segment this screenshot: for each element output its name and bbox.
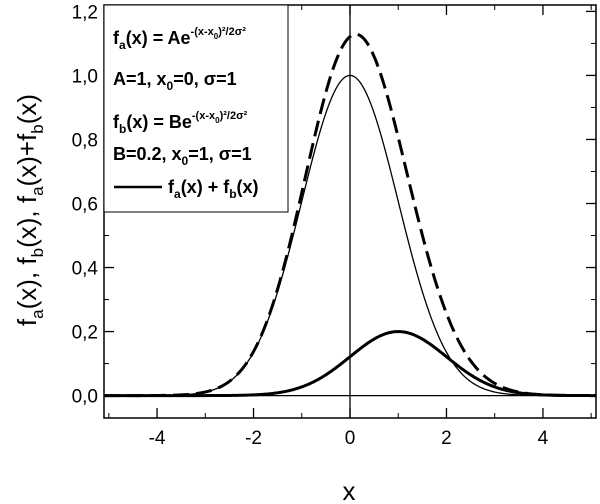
- y-tick-label: 0,0: [72, 387, 98, 408]
- y-tick-label: 0,6: [72, 194, 98, 215]
- legend: fa(x) = Ae-(x-x0)²/2σ² A=1, x0=0, σ=1 fb…: [103, 4, 289, 213]
- y-tick-label: 1,0: [72, 66, 98, 87]
- legend-fb-params: B=0.2, x0=1, σ=1: [113, 144, 252, 168]
- legend-sum-label: fa(x) + fb(x): [168, 177, 259, 201]
- legend-box: [103, 4, 289, 213]
- y-tick-label: 0,8: [72, 130, 98, 151]
- x-axis-title: x: [343, 476, 356, 504]
- series-sum-line: [104, 32, 596, 398]
- x-tick-label: 2: [441, 428, 452, 449]
- legend-fa-formula: fa(x) = Ae-(x-x0)²/2σ²: [113, 26, 246, 52]
- x-tick-label: -2: [245, 428, 262, 449]
- legend-fb-formula: fb(x) = Be-(x-x0)²/2σ²: [113, 110, 248, 136]
- curves-layer: [104, 32, 596, 398]
- x-tick-label: 0: [345, 428, 356, 449]
- y-tick-label: 0,2: [72, 323, 98, 344]
- y-tick-label: 0,4: [72, 259, 99, 280]
- y-axis-title: fa(x), fb(x), fa(x)+fb(x): [12, 94, 47, 326]
- x-tick-label: -4: [149, 428, 166, 449]
- x-tick-label: 4: [538, 428, 549, 449]
- legend-fa-params: A=1, x0=0, σ=1: [113, 69, 237, 93]
- y-tick-label: 1,2: [72, 2, 98, 23]
- ticks-layer: -4 -2 0 2 4 0,0 0,2 0,4 0,6 0,8 1,0 1,2: [72, 2, 596, 449]
